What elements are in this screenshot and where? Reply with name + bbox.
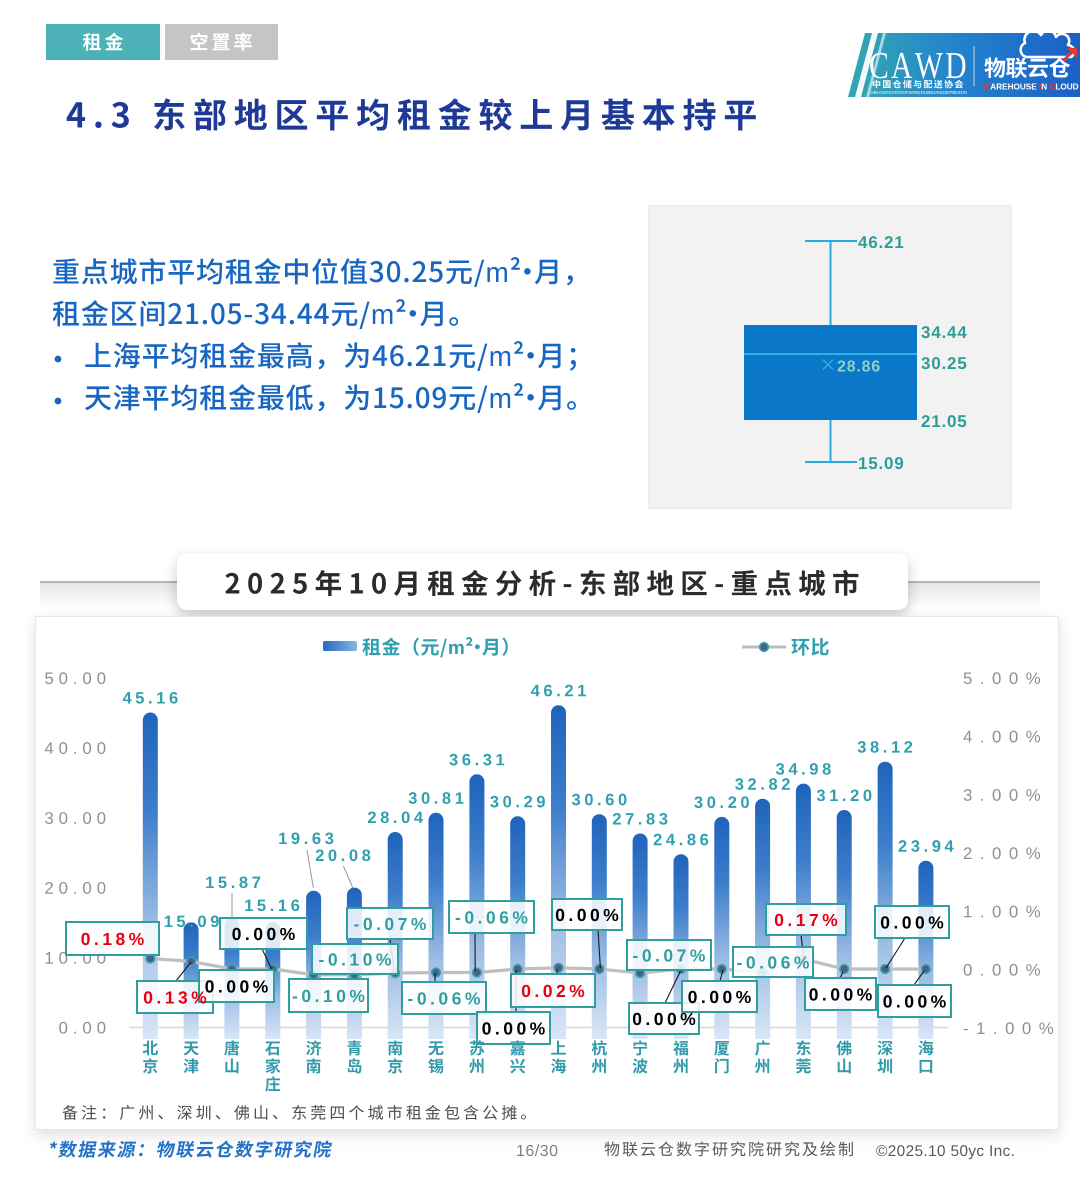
svg-text:CHINA ASSOCIATION OF WAREHOUSI: CHINA ASSOCIATION OF WAREHOUSING AND DIS…	[869, 90, 967, 95]
svg-text:WAREHOUSE IN CLOUD: WAREHOUSE IN CLOUD	[983, 83, 1079, 92]
